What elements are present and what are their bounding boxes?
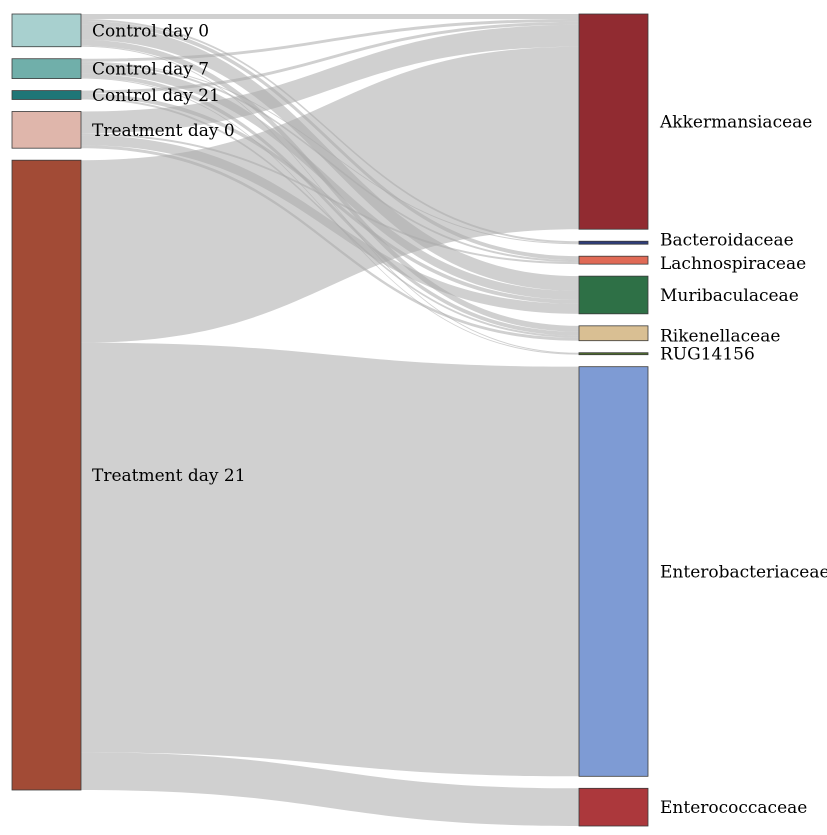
source-label-t0: Treatment day 0	[92, 121, 235, 141]
flow-c21-to-akk	[81, 21, 579, 94]
target-label-lac: Lachnospiraceae	[660, 254, 806, 274]
source-node-t0	[11, 111, 82, 149]
target-node-rug	[578, 352, 649, 356]
target-node-akk	[578, 13, 649, 230]
source-label-t21: Treatment day 21	[92, 466, 246, 486]
source-label-c7: Control day 7	[92, 60, 209, 80]
target-node-lac	[578, 255, 649, 265]
flow-t21-to-akk	[81, 46, 579, 343]
flow-t0-to-akk	[81, 24, 579, 134]
flow-t21-to-enc	[81, 752, 579, 826]
flow-t21-to-ent	[81, 342, 579, 777]
nodes-layer	[11, 13, 649, 827]
labels-layer: Control day 0 Control day 7 Control day 21…	[92, 21, 827, 818]
target-label-rik: Rikenellaceae	[660, 326, 780, 346]
source-node-t21	[11, 159, 82, 791]
target-label-bac: Bacteroidaceae	[660, 231, 794, 251]
flows-layer	[81, 14, 579, 826]
source-label-c0: Control day 0	[92, 21, 209, 41]
flow-c7-to-akk	[81, 18, 579, 62]
target-node-mur	[578, 275, 649, 315]
target-node-rik	[578, 325, 649, 342]
source-node-c21	[11, 90, 82, 100]
source-node-c0	[11, 13, 82, 48]
target-label-enc: Enterococcaceae	[660, 798, 807, 818]
source-node-c7	[11, 58, 82, 79]
flow-c0-to-akk	[81, 14, 579, 19]
source-label-c21: Control day 21	[92, 86, 220, 106]
target-label-ent: Enterobacteriaceae	[660, 562, 827, 582]
target-node-enc	[578, 787, 649, 827]
target-node-ent	[578, 366, 649, 777]
target-node-bac	[578, 240, 649, 245]
target-label-akk: Akkermansiaceae	[659, 113, 812, 133]
target-label-rug: RUG14156	[660, 345, 755, 365]
target-label-mur: Muribaculaceae	[660, 286, 799, 306]
